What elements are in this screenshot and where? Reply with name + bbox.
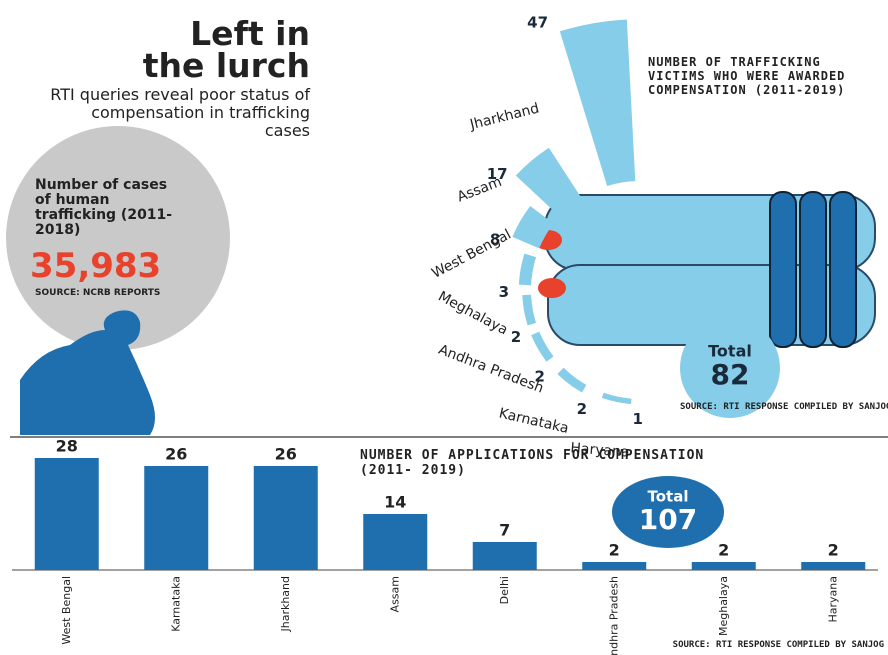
stat-source: SOURCE: NCRB REPORTS xyxy=(35,288,175,298)
fan-wedge xyxy=(532,333,552,360)
fan-wedge xyxy=(561,21,634,185)
fan-source: SOURCE: RTI RESPONSE COMPILED BY SANJOG xyxy=(680,402,888,413)
bar-value-label: 2 xyxy=(828,541,839,560)
bar-value-label: 2 xyxy=(718,541,729,560)
fist xyxy=(534,192,875,347)
bar-value-label: 26 xyxy=(275,445,297,464)
fan-wedge xyxy=(517,149,580,215)
fan-category-label: West Bengal xyxy=(429,227,514,282)
title: Left in the lurch xyxy=(130,18,310,82)
fan-title: NUMBER OF TRAFFICKING VICTIMS WHO WERE A… xyxy=(648,55,863,97)
bar-value-label: 2 xyxy=(609,541,620,560)
fan-category-label: Assam xyxy=(455,174,504,206)
fan-category-label: Karnataka xyxy=(497,405,570,437)
fan-value-label: 2 xyxy=(511,328,521,346)
fan-category-label: Andhra Pradesh xyxy=(436,342,546,397)
bar xyxy=(692,562,756,570)
fan-value-label: 3 xyxy=(499,283,509,301)
bar-title: NUMBER OF APPLICATIONS FOR COMPENSATION … xyxy=(360,448,760,478)
bar-value-label: 7 xyxy=(499,521,510,540)
fan-wedge xyxy=(603,394,630,403)
fan-value-label: 1 xyxy=(633,410,643,428)
bar-category-label: Jharkhand xyxy=(279,576,292,633)
bar xyxy=(144,466,208,570)
bar-category-label: Haryana xyxy=(826,576,839,623)
fan-wedge xyxy=(559,369,585,391)
bar-category-label: Assam xyxy=(388,576,401,612)
bar xyxy=(35,458,99,570)
fan-category-label: Jharkhand xyxy=(467,100,540,133)
bar xyxy=(582,562,646,570)
bar-category-label: Karnataka xyxy=(169,576,182,632)
bar-value-label: 28 xyxy=(56,437,78,456)
bar-value-label: 14 xyxy=(384,493,406,512)
infographic: Total 82 Total 107 47Delhi17Jharkhand8As… xyxy=(0,0,888,655)
stat-label: Number of cases of human trafficking (20… xyxy=(35,178,185,238)
bar-category-label: Delhi xyxy=(498,576,511,604)
bar-value-label: 26 xyxy=(165,445,187,464)
bar xyxy=(801,562,865,570)
bar xyxy=(254,466,318,570)
bar-category-label: Andhra Pradesh xyxy=(607,576,620,655)
bar-category-label: Meghalaya xyxy=(717,576,730,636)
bar xyxy=(473,542,537,570)
fan-total: 82 xyxy=(711,358,750,391)
fan-wedge xyxy=(520,255,535,284)
fan-wedge xyxy=(523,296,534,324)
fan-value-label: 2 xyxy=(577,400,587,418)
subtitle: RTI queries reveal poor status of compen… xyxy=(50,86,310,140)
bar-total: 107 xyxy=(639,503,697,536)
stat-value: 35,983 xyxy=(30,248,161,284)
bar-source: SOURCE: RTI RESPONSE COMPILED BY SANJOG xyxy=(673,640,884,651)
bar xyxy=(363,514,427,570)
fan-value-label: 47 xyxy=(527,14,548,32)
bar-category-label: West Bengal xyxy=(60,576,73,645)
